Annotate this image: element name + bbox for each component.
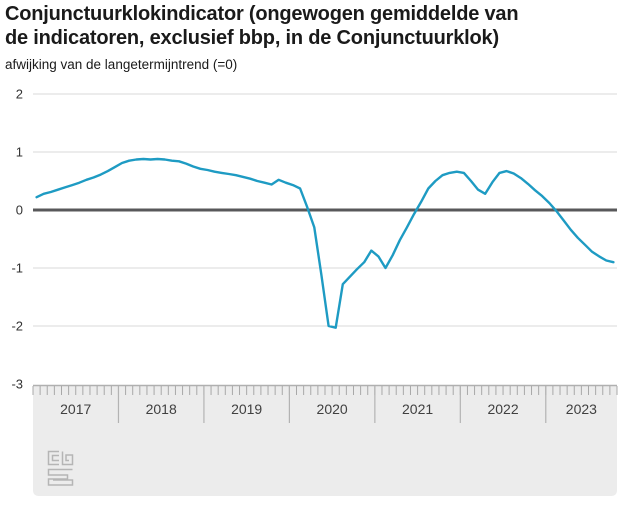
x-axis-band: 2017 2018 2019 2020 2021 2022 2023 — [32, 384, 618, 496]
y-axis-tick-label: 1 — [16, 145, 23, 160]
chart-title-line1: Conjunctuurklokindicator (ongewogen gemi… — [5, 3, 519, 25]
cbs-logo-s — [47, 468, 74, 486]
year-label: 2019 — [231, 401, 262, 417]
y-axis-labels: 2 1 0 -1 -2 -3 — [11, 87, 23, 392]
y-axis-tick-label: 0 — [16, 203, 23, 218]
x-axis-band-bg — [33, 385, 617, 496]
cbs-logo — [47, 450, 74, 486]
year-label: 2021 — [402, 401, 433, 417]
chart-title-line2: de indicatoren, exclusief bbp, in de Con… — [5, 27, 499, 49]
series-line — [35, 157, 615, 329]
chart-subtitle: afwijking van de langetermijntrend (=0) — [5, 57, 238, 72]
y-axis-tick-label: -2 — [11, 319, 23, 334]
year-label: 2023 — [566, 401, 597, 417]
year-label: 2022 — [487, 401, 518, 417]
year-label: 2017 — [60, 401, 91, 417]
chart-title: Conjunctuurklokindicator (ongewogen gemi… — [5, 2, 623, 50]
cbs-logo-c — [47, 450, 59, 466]
y-axis-tick-label: -1 — [11, 261, 23, 276]
y-axis-tick-label: 2 — [16, 87, 23, 102]
gridlines — [33, 93, 617, 327]
y-axis-tick-label: -3 — [11, 377, 23, 392]
month-ticks — [32, 386, 618, 395]
year-label: 2018 — [146, 401, 177, 417]
cbs-logo-b — [61, 451, 74, 466]
year-label: 2020 — [317, 401, 348, 417]
